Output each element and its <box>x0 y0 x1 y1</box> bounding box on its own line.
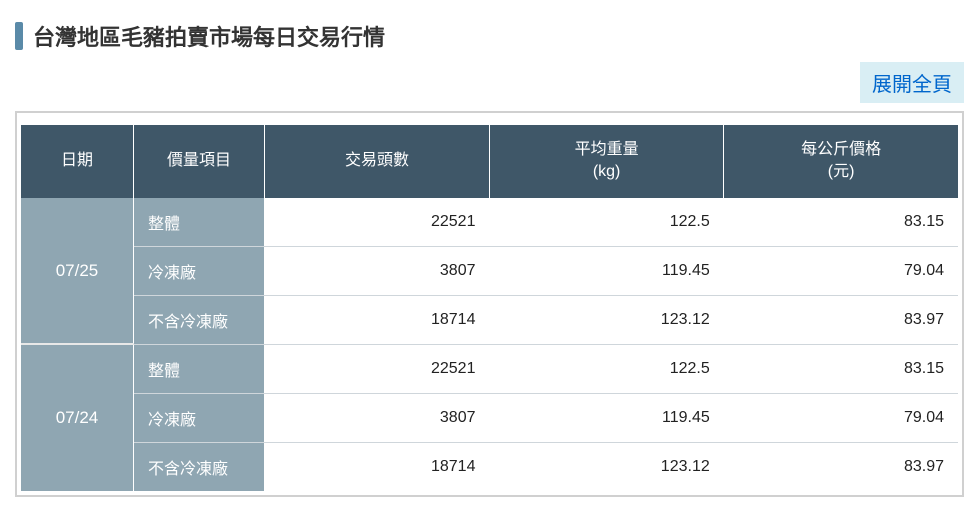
col-volume-header: 交易頭數 <box>265 125 490 198</box>
col-price-unit: (元) <box>828 163 855 180</box>
table-row: 冷凍廠 3807 119.45 79.04 <box>21 246 958 295</box>
price-table-container: 日期 價量項目 交易頭數 平均重量 (kg) 每公斤價格 (元) 07/25 整… <box>15 111 964 497</box>
col-category-header: 價量項目 <box>133 125 264 198</box>
category-cell: 不含冷凍廠 <box>133 295 264 344</box>
page-title: 台灣地區毛豬拍賣市場每日交易行情 <box>33 20 385 52</box>
table-header: 日期 價量項目 交易頭數 平均重量 (kg) 每公斤價格 (元) <box>21 125 958 198</box>
volume-cell: 18714 <box>265 442 490 491</box>
weight-cell: 119.45 <box>489 246 723 295</box>
volume-cell: 22521 <box>265 198 490 247</box>
header-accent-bar <box>15 22 23 50</box>
weight-cell: 122.5 <box>489 344 723 393</box>
price-cell: 79.04 <box>724 393 958 442</box>
col-weight-unit: (kg) <box>593 163 621 180</box>
category-cell: 整體 <box>133 344 264 393</box>
weight-cell: 123.12 <box>489 295 723 344</box>
table-row: 07/24 整體 22521 122.5 83.15 <box>21 344 958 393</box>
date-cell: 07/25 <box>21 198 133 345</box>
volume-cell: 3807 <box>265 393 490 442</box>
category-cell: 冷凍廠 <box>133 246 264 295</box>
weight-cell: 122.5 <box>489 198 723 247</box>
col-price-label: 每公斤價格 <box>801 141 881 158</box>
date-cell: 07/24 <box>21 344 133 491</box>
col-price-header: 每公斤價格 (元) <box>724 125 958 198</box>
volume-cell: 3807 <box>265 246 490 295</box>
volume-cell: 18714 <box>265 295 490 344</box>
price-cell: 83.15 <box>724 198 958 247</box>
col-weight-header: 平均重量 (kg) <box>489 125 723 198</box>
expand-row: 展開全頁 <box>15 62 964 103</box>
price-cell: 83.15 <box>724 344 958 393</box>
category-cell: 冷凍廠 <box>133 393 264 442</box>
date-group: 07/24 整體 22521 122.5 83.15 冷凍廠 3807 119.… <box>21 344 958 491</box>
price-cell: 79.04 <box>724 246 958 295</box>
weight-cell: 119.45 <box>489 393 723 442</box>
table-row: 07/25 整體 22521 122.5 83.15 <box>21 198 958 247</box>
price-table: 日期 價量項目 交易頭數 平均重量 (kg) 每公斤價格 (元) 07/25 整… <box>21 125 958 491</box>
col-date-header: 日期 <box>21 125 133 198</box>
table-row: 不含冷凍廠 18714 123.12 83.97 <box>21 442 958 491</box>
expand-all-link[interactable]: 展開全頁 <box>860 62 964 103</box>
date-group: 07/25 整體 22521 122.5 83.15 冷凍廠 3807 119.… <box>21 198 958 345</box>
table-row: 不含冷凍廠 18714 123.12 83.97 <box>21 295 958 344</box>
price-cell: 83.97 <box>724 442 958 491</box>
volume-cell: 22521 <box>265 344 490 393</box>
category-cell: 整體 <box>133 198 264 247</box>
weight-cell: 123.12 <box>489 442 723 491</box>
page-header: 台灣地區毛豬拍賣市場每日交易行情 <box>15 20 964 52</box>
price-cell: 83.97 <box>724 295 958 344</box>
category-cell: 不含冷凍廠 <box>133 442 264 491</box>
col-weight-label: 平均重量 <box>575 141 639 158</box>
table-row: 冷凍廠 3807 119.45 79.04 <box>21 393 958 442</box>
